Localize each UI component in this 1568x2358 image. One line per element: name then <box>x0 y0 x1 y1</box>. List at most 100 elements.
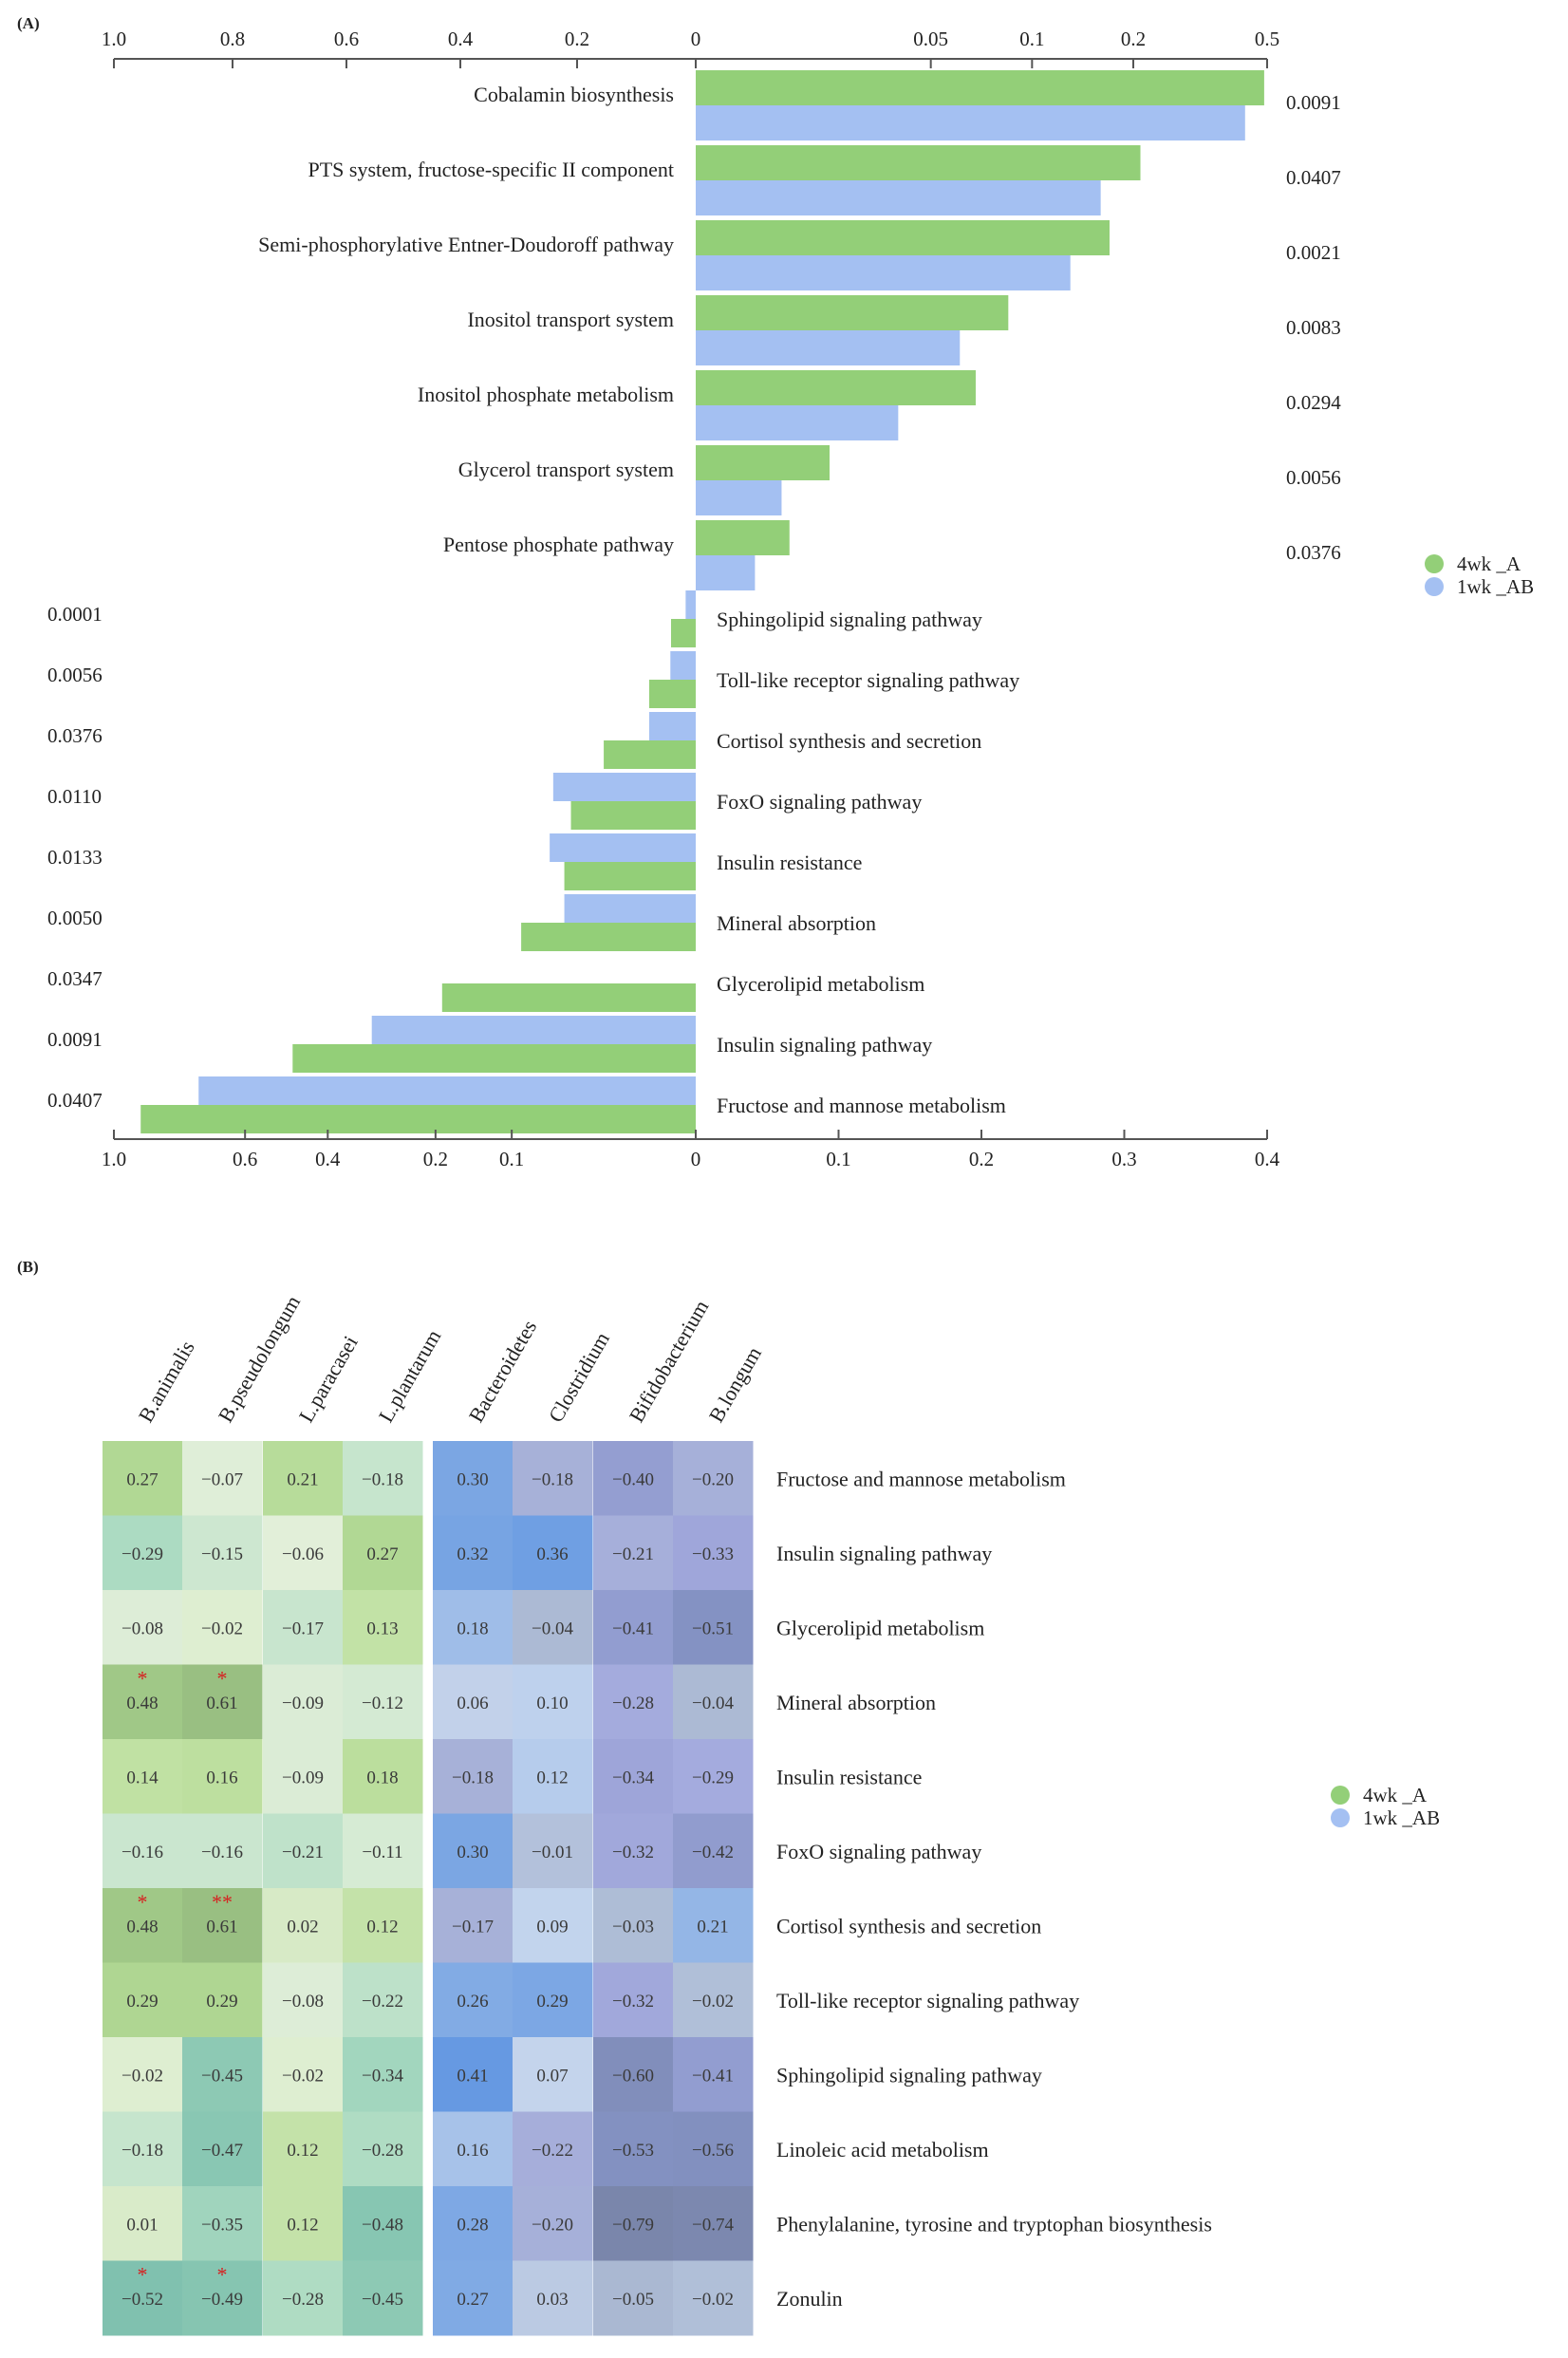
cell-value: −0.05 <box>612 2290 654 2310</box>
heatmap-cell <box>513 1813 593 1889</box>
cell-value: 0.13 <box>366 1619 398 1638</box>
heatmap-cell <box>182 1441 263 1516</box>
cell-value: 0.10 <box>536 1694 568 1713</box>
heatmap-cell <box>182 1813 263 1889</box>
p-value: 0.0056 <box>47 664 103 686</box>
heatmap-cell <box>673 1590 754 1665</box>
legend-dot <box>1425 577 1444 596</box>
bottom-axis: 1.0 0.6 0.4 0.2 0.1 0 0.1 0.2 0.3 0.4 <box>102 1130 1280 1170</box>
row-label: Mineral absorption <box>776 1691 936 1714</box>
column-header: Bacteroidetes <box>464 1316 542 1426</box>
heatmap-cell <box>182 2037 263 2112</box>
heatmap-cell <box>263 2260 344 2336</box>
row-label: Cortisol synthesis and secretion <box>776 1914 1041 1937</box>
top-tick-label: 0.2 <box>565 28 589 50</box>
legend-label: 4wk _A <box>1457 552 1521 575</box>
heatmap-cell <box>433 1888 513 1963</box>
heatmap-cell <box>182 1664 263 1740</box>
bottom-tick-label: 0.6 <box>233 1148 257 1170</box>
top-tick-label: 0.5 <box>1255 28 1279 50</box>
heatmap-cell <box>343 1515 423 1591</box>
cell-value: 0.21 <box>287 1469 318 1489</box>
bar-4wk-a <box>696 295 1009 330</box>
cell-value: 0.36 <box>536 1544 568 1564</box>
cell-value: 0.41 <box>457 2066 488 2086</box>
cell-value: 0.30 <box>457 1469 488 1489</box>
heatmap-cell <box>343 1441 423 1516</box>
p-value: 0.0091 <box>1286 91 1341 114</box>
heatmap-cell <box>433 2111 513 2187</box>
heatmap-cell <box>343 2111 423 2187</box>
bar-1wk-ab <box>648 712 696 740</box>
top-tick-label: 0.6 <box>334 28 359 50</box>
heatmap-cell <box>182 1739 263 1814</box>
cell-value: −0.18 <box>362 1469 403 1489</box>
heatmap-cell <box>182 1962 263 2038</box>
upper-group: Cobalamin biosynthesis 0.0091 PTS system, … <box>258 70 1341 590</box>
heatmap-cell <box>513 1962 593 2038</box>
legend-dot <box>1331 1786 1350 1805</box>
pathway-label: Insulin signaling pathway <box>717 1033 932 1057</box>
heatmap-cell <box>673 2186 754 2261</box>
top-tick-label: 0.1 <box>1019 28 1044 50</box>
row-label: Insulin signaling pathway <box>776 1542 992 1565</box>
top-tick-label: 0.4 <box>448 28 474 50</box>
cell-value: 0.16 <box>206 1768 237 1787</box>
heatmap-cell <box>593 2111 674 2187</box>
heatmap-cell <box>433 1664 513 1740</box>
heatmap-cell <box>513 1664 593 1740</box>
cell-value: 0.27 <box>457 2290 488 2310</box>
heatmap-cell <box>263 1515 344 1591</box>
heatmap-cell <box>433 1590 513 1665</box>
pathway-label: Mineral absorption <box>717 911 876 935</box>
cell-value: 0.27 <box>126 1469 158 1489</box>
cell-value: 0.18 <box>366 1768 398 1787</box>
bottom-tick-label: 0.1 <box>499 1148 524 1170</box>
heatmap-cell <box>433 1515 513 1591</box>
legend-label: 4wk _A <box>1363 1784 1428 1806</box>
row-labels: Fructose and mannose metabolism Insulin s… <box>776 1467 1212 2311</box>
bar-1wk-ab <box>685 590 696 619</box>
heatmap-cell <box>103 1590 183 1665</box>
bottom-tick-label: 1.0 <box>102 1148 126 1170</box>
pathway-label: Inositol transport system <box>467 308 674 331</box>
cell-value: −0.53 <box>612 2141 654 2161</box>
bottom-tick-label: 0.3 <box>1111 1148 1136 1170</box>
heatmap-cell <box>182 1515 263 1591</box>
cell-value: −0.17 <box>452 1917 494 1937</box>
cell-value: −0.15 <box>201 1544 243 1564</box>
cell-value: 0.32 <box>457 1544 488 1564</box>
cell-value: −0.33 <box>692 1544 734 1564</box>
cell-value: −0.41 <box>612 1619 654 1638</box>
heatmap-cell <box>513 2037 593 2112</box>
cell-value: −0.02 <box>692 1992 734 2012</box>
bottom-tick-label: 0.4 <box>315 1148 341 1170</box>
cell-value: 0.30 <box>457 1843 488 1862</box>
column-header: B.animalis <box>134 1337 199 1427</box>
bottom-tick-label: 0.1 <box>826 1148 850 1170</box>
cell-value: 0.29 <box>536 1992 568 2012</box>
bar-4wk-a <box>696 220 1110 255</box>
heatmap-cell <box>182 2186 263 2261</box>
heatmap-cell <box>103 2037 183 2112</box>
significance-mark: * <box>217 2263 228 2287</box>
heatmap-cell <box>433 2037 513 2112</box>
cell-value: 0.03 <box>536 2290 568 2310</box>
heatmap-cell <box>593 1515 674 1591</box>
heatmap-cell <box>103 2186 183 2261</box>
heatmap-cell <box>343 1813 423 1889</box>
legend-label: 1wk _AB <box>1363 1806 1440 1829</box>
significance-mark: * <box>138 1890 148 1914</box>
cell-value: −0.74 <box>692 2215 734 2235</box>
cell-value: 0.48 <box>126 1694 158 1713</box>
cell-value: −0.09 <box>282 1768 324 1787</box>
cell-value: −0.28 <box>282 2290 324 2310</box>
heatmap-cell <box>343 1888 423 1963</box>
cell-value: 0.61 <box>206 1917 237 1937</box>
bar-4wk-a <box>604 740 696 769</box>
heatmap-cell <box>513 2111 593 2187</box>
cell-value: 0.18 <box>457 1619 488 1638</box>
